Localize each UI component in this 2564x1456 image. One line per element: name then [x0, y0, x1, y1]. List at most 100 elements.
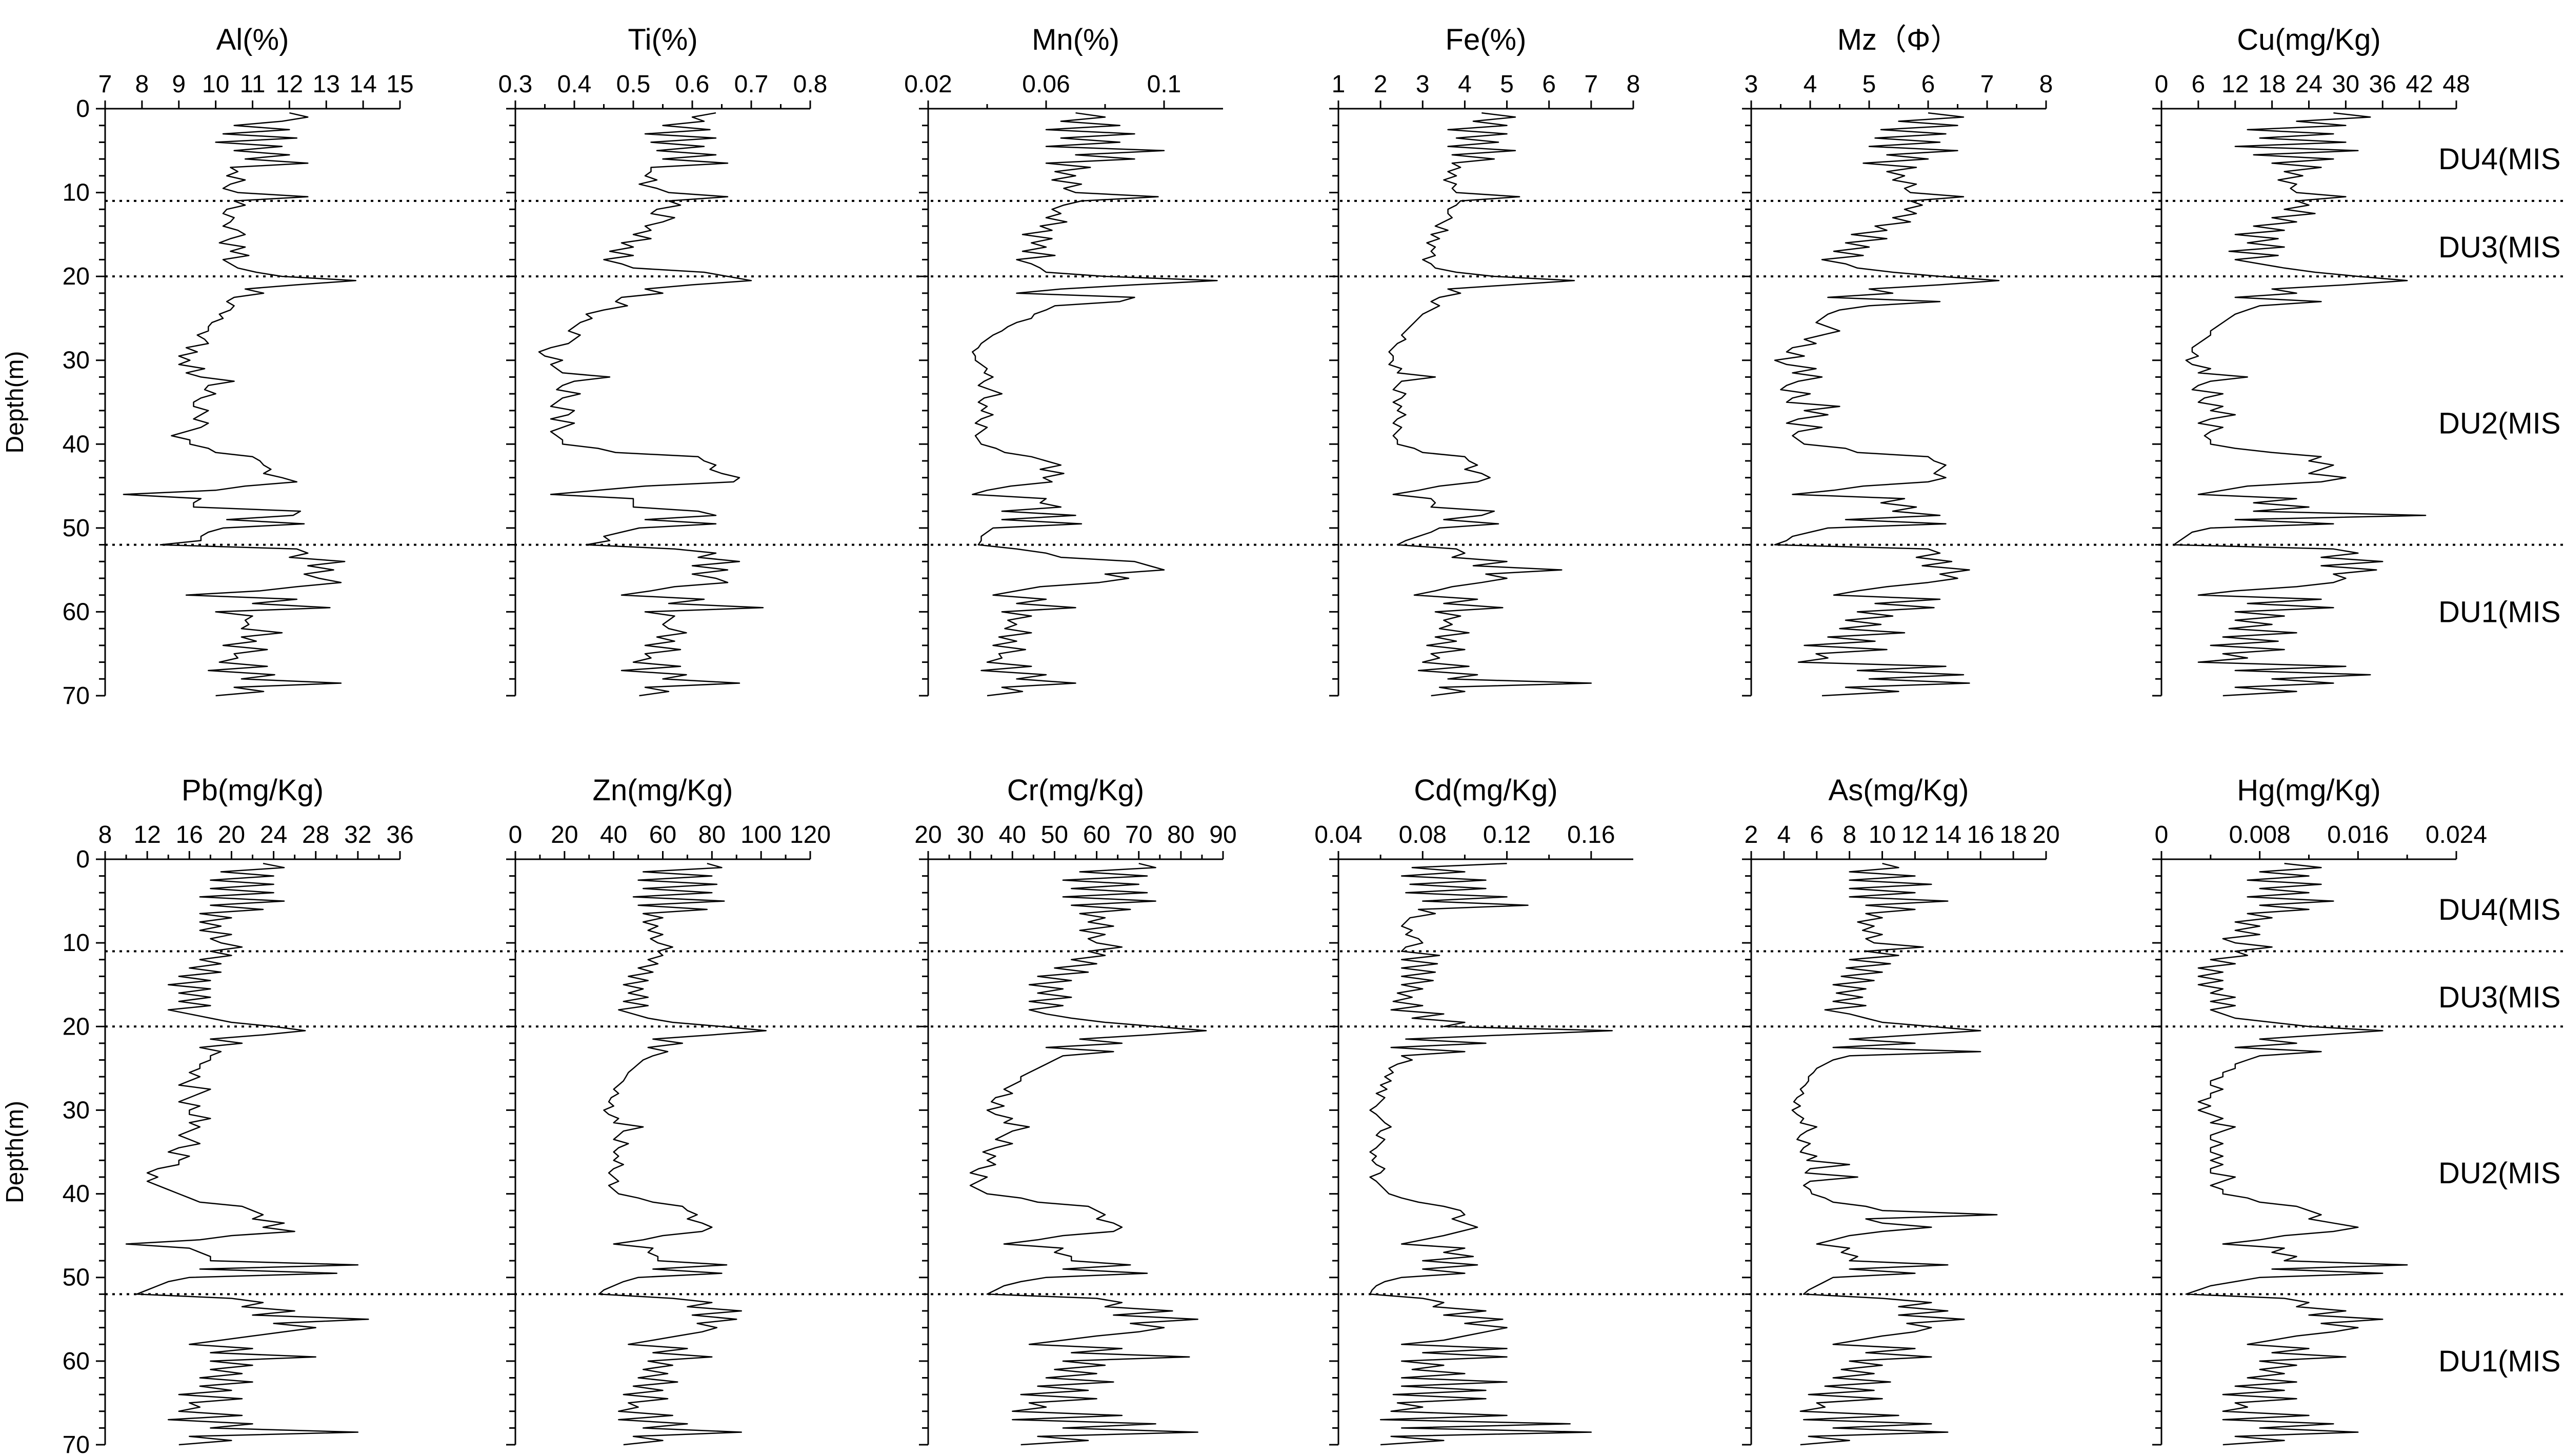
x-tick-label: 0.016	[2327, 821, 2389, 848]
panel-as	[1742, 851, 2047, 1446]
series-line-cr	[969, 862, 1207, 1446]
y-tick-label: 30	[63, 1097, 90, 1124]
x-tick-label: 5	[1862, 71, 1876, 98]
x-tick-label: 24	[260, 821, 287, 848]
x-tick-label: 6	[1921, 71, 1935, 98]
series-line-fe	[1388, 112, 1592, 697]
y-tick-label: 10	[63, 929, 90, 957]
x-tick-label: 5	[1500, 71, 1514, 98]
y-tick-label: 30	[63, 347, 90, 374]
x-tick-label: 0	[2155, 821, 2169, 848]
x-tick-label: 80	[1167, 821, 1194, 848]
unit-label: DU3(MIS 2)	[2438, 981, 2564, 1014]
y-tick-label: 60	[63, 598, 90, 625]
x-tick-label: 7	[1980, 71, 1994, 98]
unit-label: DU3(MIS 2)	[2438, 231, 2564, 264]
x-tick-label: 3	[1745, 71, 1758, 98]
x-tick-label: 28	[302, 821, 329, 848]
x-tick-label: 48	[2442, 71, 2470, 98]
y-tick-label: 70	[63, 682, 90, 710]
panel-hg	[2152, 851, 2457, 1446]
y-tick-label: 0	[76, 846, 90, 873]
x-tick-label: 0.024	[2426, 821, 2487, 848]
panel-ti	[506, 100, 811, 697]
unit-label: DU4(MIS 1)	[2438, 893, 2564, 926]
x-tick-label: 7	[98, 71, 112, 98]
x-tick-label: 6	[2192, 71, 2206, 98]
panel-pb	[96, 851, 401, 1446]
y-tick-label: 20	[63, 1013, 90, 1040]
x-tick-label: 30	[956, 821, 984, 848]
panel-title: As(mg/Kg)	[1829, 774, 1969, 807]
y-tick-label: 40	[63, 1181, 90, 1208]
panel-mn	[919, 100, 1223, 697]
x-tick-label: 60	[1083, 821, 1110, 848]
panel-cu	[2152, 100, 2457, 697]
unit-label: DU2(MIS 3-5)	[2438, 1157, 2564, 1190]
panel-title: Zn(mg/Kg)	[593, 774, 733, 807]
x-tick-label: 8	[1842, 821, 1856, 848]
x-tick-label: 0.008	[2229, 821, 2291, 848]
x-tick-label: 100	[740, 821, 782, 848]
x-tick-label: 8	[98, 821, 112, 848]
y-tick-label: 20	[63, 263, 90, 290]
x-tick-label: 1	[1332, 71, 1346, 98]
y-axis-label: Depth(m)	[2, 351, 29, 453]
x-tick-label: 16	[1967, 821, 1994, 848]
x-tick-label: 40	[600, 821, 627, 848]
x-tick-label: 0.7	[734, 71, 769, 98]
panel-title: Al(%)	[216, 23, 289, 56]
panel-title: Mz（Φ）	[1837, 23, 1960, 56]
series-line-hg	[2185, 862, 2408, 1446]
x-tick-label: 12	[1901, 821, 1929, 848]
x-tick-label: 18	[2258, 71, 2286, 98]
unit-label: DU1(MIS 6-7)	[2438, 595, 2564, 629]
y-tick-label: 50	[63, 1264, 90, 1291]
x-tick-label: 40	[999, 821, 1026, 848]
x-tick-label: 0.1	[1147, 71, 1181, 98]
x-tick-label: 16	[176, 821, 203, 848]
series-line-pb	[125, 862, 369, 1446]
x-tick-label: 120	[790, 821, 831, 848]
y-tick-label: 0	[76, 95, 90, 123]
x-tick-label: 0.08	[1399, 821, 1447, 848]
series-line-mn	[972, 112, 1218, 697]
x-tick-label: 0.16	[1567, 821, 1615, 848]
y-tick-label: 10	[63, 179, 90, 207]
panel-title: Pb(mg/Kg)	[182, 774, 324, 807]
x-tick-label: 7	[1585, 71, 1598, 98]
x-tick-label: 36	[386, 821, 413, 848]
x-tick-label: 6	[1810, 821, 1824, 848]
panel-cd	[1329, 851, 1633, 1446]
x-tick-label: 20	[218, 821, 245, 848]
x-tick-label: 0.3	[498, 71, 533, 98]
panel-zn	[506, 851, 811, 1446]
x-tick-label: 14	[1934, 821, 1961, 848]
x-tick-label: 18	[1999, 821, 2027, 848]
x-tick-label: 12	[276, 71, 303, 98]
x-tick-label: 6	[1542, 71, 1556, 98]
series-line-mz	[1774, 112, 2000, 697]
x-tick-label: 0	[2155, 71, 2169, 98]
x-tick-label: 2	[1374, 71, 1388, 98]
panel-title: Cd(mg/Kg)	[1414, 774, 1557, 807]
x-tick-label: 20	[914, 821, 942, 848]
x-tick-label: 0.4	[557, 71, 592, 98]
x-tick-label: 0.06	[1022, 71, 1070, 98]
panel-fe	[1329, 100, 1634, 697]
x-tick-label: 70	[1125, 821, 1152, 848]
x-tick-label: 20	[551, 821, 578, 848]
x-tick-label: 8	[135, 71, 149, 98]
y-tick-label: 40	[63, 431, 90, 458]
series-line-cu	[2173, 112, 2427, 697]
y-tick-label: 50	[63, 515, 90, 542]
y-tick-label: 60	[63, 1348, 90, 1375]
x-tick-label: 15	[386, 71, 413, 98]
x-tick-label: 42	[2406, 71, 2433, 98]
x-tick-label: 0.6	[675, 71, 710, 98]
x-tick-label: 0	[509, 821, 523, 848]
x-tick-label: 10	[202, 71, 229, 98]
x-tick-label: 4	[1777, 821, 1791, 848]
panel-mz	[1742, 100, 2047, 697]
